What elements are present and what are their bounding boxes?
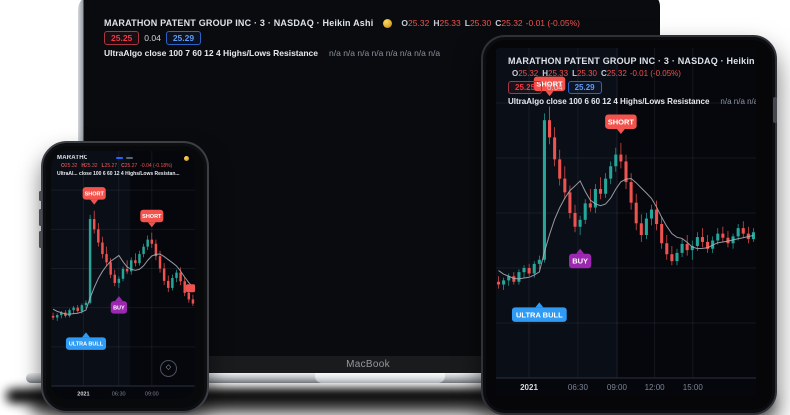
ohlc-row: O25.32 H25.32 L25.27 C25.27 -0.04 (-0.18%) — [57, 163, 189, 169]
macbook-lid-notch — [315, 373, 445, 383]
short-marker: SHORT — [140, 209, 164, 228]
phone-mute-switch — [39, 191, 42, 201]
order-row: 25.25 0.04 25.29 — [508, 81, 744, 94]
svg-text:SHORT: SHORT — [536, 80, 563, 89]
moving-average-line — [498, 178, 754, 280]
svg-text:2021: 2021 — [520, 383, 538, 392]
tablet-side-button — [773, 97, 777, 123]
buy-marker: BUY — [569, 248, 592, 269]
phone-volume-down-button — [39, 231, 42, 248]
indicator-values: n/a n/a n/a n/a n/a n/a n/a n/a — [329, 48, 441, 58]
svg-text:09:00: 09:00 — [145, 392, 159, 398]
indicator-row: UltraAlgo close 100 6 60 12 4 Highs/Lows… — [508, 97, 756, 106]
bull-marker: ULTRA BULL — [511, 302, 567, 322]
svg-text:15:00: 15:00 — [683, 383, 704, 392]
symbol-title: MARATHON PATENT GROUP INC · 3 · NASDAQ ·… — [104, 18, 374, 28]
spread-value: 0.04 — [144, 33, 161, 43]
ohlc-values: O25.32 H25.33 L25.30 C25.32 -0.01 (-0.05%) — [401, 18, 580, 28]
indicator-row: UltraAl... close 100 6 60 12 4 Highs/Low… — [57, 171, 189, 177]
macbook-brand-label: MacBook — [346, 359, 390, 370]
ultraalgo-logo-icon — [184, 155, 189, 161]
symbol-row: MARATHON PATENT GROUP INC — [57, 155, 189, 161]
last-price-tag — [186, 284, 195, 293]
svg-text:09:00: 09:00 — [607, 383, 628, 392]
short-marker: SHORT — [605, 114, 637, 134]
bull-marker: ULTRA BULL — [65, 332, 107, 350]
phone-volume-up-button — [39, 209, 42, 226]
macbook-front-edge — [26, 373, 734, 383]
svg-text:06:30: 06:30 — [568, 383, 589, 392]
phone-chart-canvas[interactable]: SHORT SHORT BUY ULTRA BULL 2021 06:30 09:00 — [51, 151, 195, 399]
buy-price-button[interactable]: 25.29 — [165, 31, 202, 45]
svg-text:12:00: 12:00 — [645, 383, 666, 392]
buy-price-button[interactable]: 25.29 — [567, 81, 602, 94]
symbol-row: MARATHON PATENT GROUP INC · 3 · NASDAQ ·… — [508, 56, 756, 66]
blue-dash-icon — [116, 157, 123, 159]
ultraalgo-logo-icon — [383, 18, 393, 28]
indicator-row: UltraAlgo close 100 7 60 12 4 Highs/Lows… — [104, 48, 636, 58]
phone-screen: SHORT SHORT BUY ULTRA BULL 2021 06:30 09:00 MA… — [51, 151, 195, 399]
svg-text:BUY: BUY — [113, 305, 125, 311]
ohlc-values: O25.32 H25.33 L25.30 C25.32 -0.01 (-0.05%) — [512, 69, 681, 78]
svg-text:ULTRA BULL: ULTRA BULL — [69, 342, 104, 348]
buy-marker: BUY — [110, 296, 128, 314]
tablet-screen: SHORT SHORT BUY ULTRA BULL 2021 06:30 09:00 12:… — [496, 48, 756, 396]
svg-text:BUY: BUY — [572, 257, 588, 266]
ohlc-row: O25.32 H25.33 L25.30 C25.32 -0.01 (-0.05%) — [508, 69, 744, 78]
svg-text:2021: 2021 — [77, 392, 89, 398]
symbol-title: MARATHON PATENT GROUP INC — [57, 155, 87, 161]
svg-text:SHORT: SHORT — [142, 214, 162, 220]
indicator-title: UltraAlgo close 100 7 60 12 4 Highs/Lows… — [104, 48, 319, 58]
svg-text:ULTRA BULL: ULTRA BULL — [516, 310, 563, 319]
ohlc-values: O25.32 H25.32 L25.27 C25.27 -0.04 (-0.18%) — [61, 163, 173, 169]
svg-text:SHORT: SHORT — [85, 191, 105, 197]
phone-chart-header: MARATHON PATENT GROUP INC O25.32H25.32L2… — [51, 151, 195, 181]
indicator-title: UltraAl... close 100 6 60 12 4 Highs/Low… — [57, 171, 180, 177]
macbook-chart-header: MARATHON PATENT GROUP INC · 3 · NASDAQ ·… — [94, 12, 646, 64]
svg-text:06:30: 06:30 — [112, 392, 126, 398]
moving-average-line — [52, 253, 194, 315]
time-axis[interactable]: 2021 06:30 09:00 — [77, 392, 158, 398]
svg-text:SHORT: SHORT — [608, 117, 635, 126]
tablet-chart-canvas[interactable]: SHORT SHORT BUY ULTRA BULL 2021 06:30 09:00 12:… — [496, 48, 756, 396]
indicator-title: UltraAlgo close 100 6 60 12 4 Highs/Lows… — [508, 97, 710, 106]
scroll-to-latest-button[interactable]: ◇ — [160, 360, 177, 377]
indicator-values: n/a n/a n/a n/a n/a n/a n/a n/a n/a — [720, 97, 756, 106]
symbol-title: MARATHON PATENT GROUP INC · 3 · NASDAQ ·… — [508, 56, 756, 66]
order-row: 25.25 0.04 25.29 — [104, 31, 636, 45]
candles-layer — [51, 210, 195, 321]
sell-price-button[interactable]: 25.25 — [508, 81, 543, 94]
time-axis[interactable]: 2021 06:30 09:00 12:00 15:00 — [520, 383, 703, 392]
spread-value: 0.04 — [547, 83, 563, 92]
gray-dash-icon — [126, 157, 133, 159]
sell-price-button[interactable]: 25.25 — [104, 31, 140, 45]
tablet-chart-header: MARATHON PATENT GROUP INC · 3 · NASDAQ ·… — [496, 48, 756, 114]
short-marker: SHORT — [82, 187, 106, 205]
symbol-row: MARATHON PATENT GROUP INC · 3 · NASDAQ ·… — [104, 18, 636, 28]
